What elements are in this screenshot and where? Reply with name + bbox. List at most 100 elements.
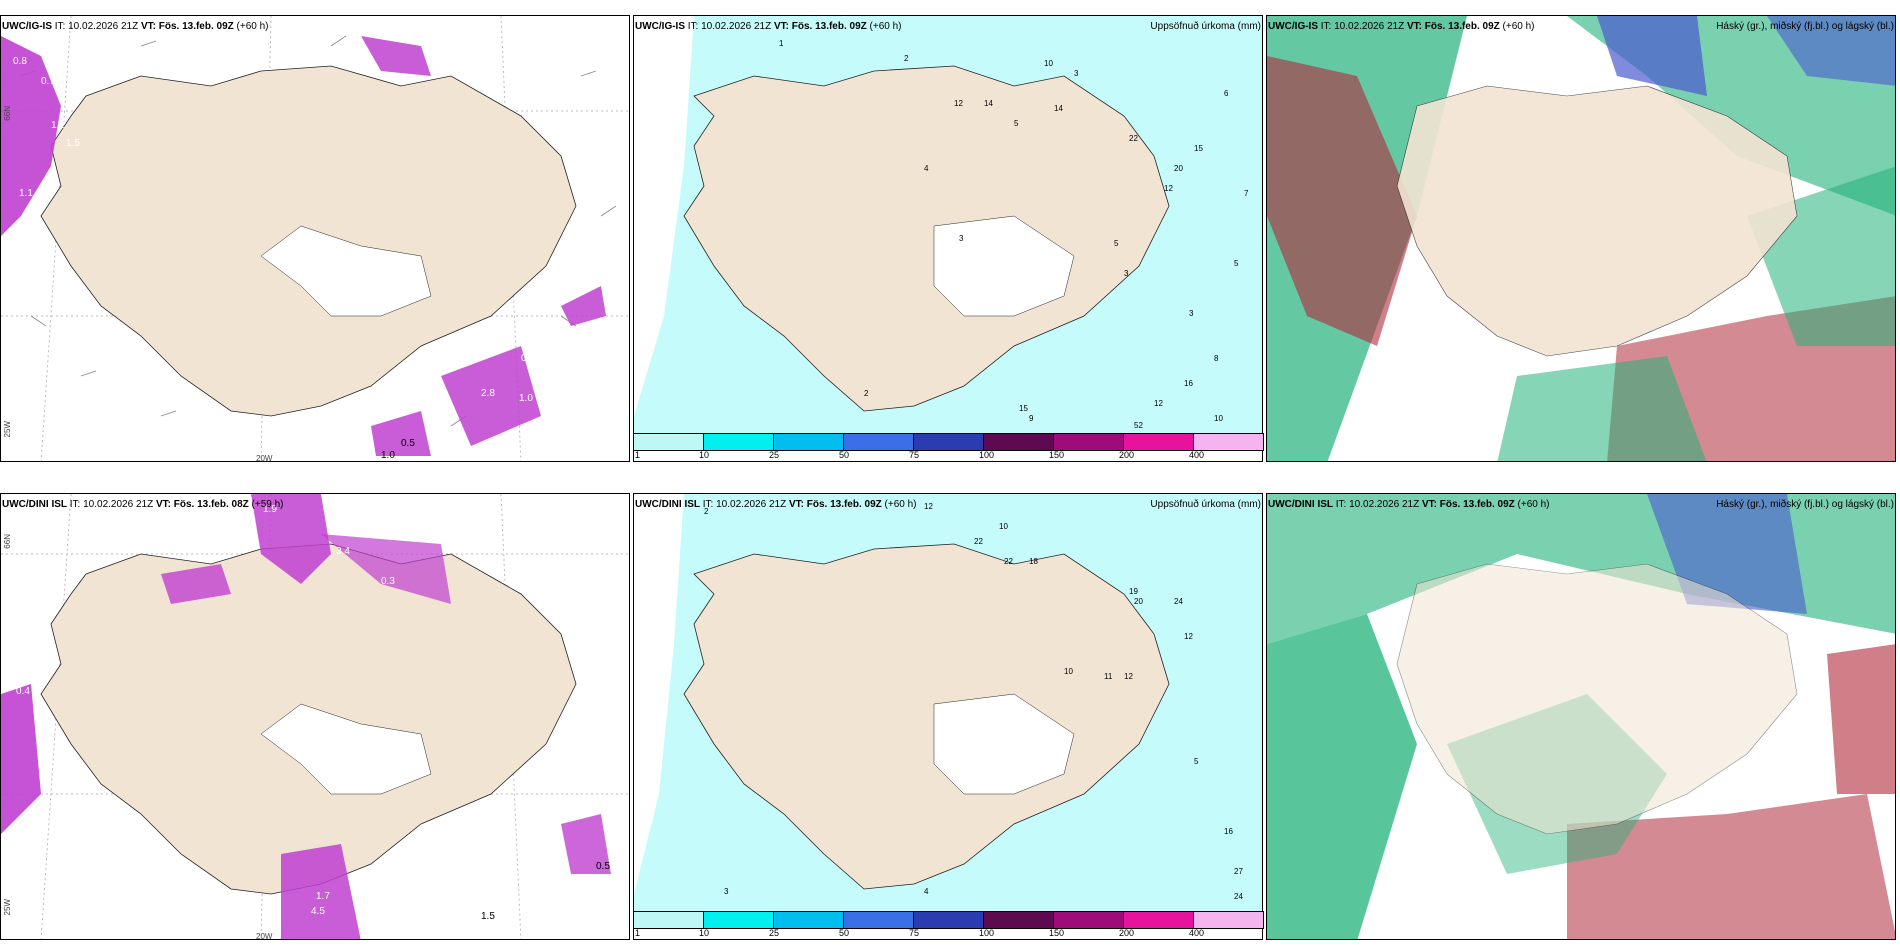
value-label: 0.8 [521,353,535,364]
colorbar-segment [773,433,844,451]
svg-text:4: 4 [924,887,929,896]
panel-dini-precip: 2 12 10 22 22 18 19 20 24 12 5 16 27 24 4 3 11 12 10 [633,493,1263,940]
svg-text:22: 22 [1004,557,1013,566]
colorbar-segment [703,433,774,451]
value-label: 2.8 [481,388,495,399]
colorbar-tick-label: 50 [839,450,850,460]
svg-text:2: 2 [904,54,909,63]
svg-text:10: 10 [999,522,1008,531]
panel-title-6: UWC/DINI ISL IT: 10.02.2026 21Z VT: Fös.… [1266,497,1896,513]
svg-text:7: 7 [1244,189,1249,198]
colorbar-tick-label: 200 [1119,450,1135,460]
colorbar-tick-label: 75 [909,450,920,460]
svg-text:12: 12 [954,99,963,108]
svg-text:12: 12 [1124,672,1133,681]
value-label: 0.7 [41,76,55,87]
colorbar-tick-label: 400 [1189,450,1205,460]
svg-text:14: 14 [1054,104,1063,113]
svg-text:20: 20 [1174,164,1183,173]
colorbar-segment [633,433,704,451]
svg-text:0.3: 0.3 [381,576,395,587]
panel-title-2: UWC/IG-IS IT: 10.02.2026 21Z VT: Fös. 13… [633,19,1263,35]
model-name: UWC/IG-IS [635,21,685,32]
model-name: UWC/IG-IS [1268,21,1318,32]
colorbar-tick-label: 100 [979,450,995,460]
svg-text:15: 15 [1194,144,1203,153]
panel-ig-is-wind: 0.8 0.7 1.2 1.5 1.1 1.0 2.8 0.8 0.5 1.0 … [0,15,630,462]
model-name: UWC/DINI ISL [1268,499,1333,510]
value-label: 0.8 [13,56,27,67]
colorbar-tick-label: 1 [635,450,641,460]
svg-text:14: 14 [984,99,993,108]
lon-label: 20W [256,932,273,940]
svg-text:3: 3 [1074,69,1079,78]
panel-dini-wind: 1.9 3.4 0.4 4.5 1.7 0.3 0.5 1.5 66N 25W 20W [0,493,630,940]
panel-ig-is-clouds [1266,15,1896,462]
svg-text:22: 22 [974,537,983,546]
svg-text:1: 1 [779,39,784,48]
svg-text:3: 3 [959,234,964,243]
panel-title-4: UWC/DINI ISL IT: 10.02.2026 21Z VT: Fös.… [2,499,284,510]
colorbar-tick-label: 10 [699,928,710,938]
colorbar-tick-label: 25 [769,450,780,460]
panel-title-5: UWC/DINI ISL IT: 10.02.2026 21Z VT: Fös.… [633,497,1263,513]
svg-text:27: 27 [1234,867,1243,876]
svg-text:2: 2 [704,507,709,516]
map-ig-is-wind: 0.8 0.7 1.2 1.5 1.1 1.0 2.8 0.8 0.5 1.0 [1,16,629,461]
value-label: 1.1 [19,188,33,199]
svg-text:9: 9 [1029,414,1034,423]
panel-title-3: UWC/IG-IS IT: 10.02.2026 21Z VT: Fös. 13… [1266,19,1896,35]
svg-text:5: 5 [1194,757,1199,766]
colorbar-tick-label: 100 [979,928,995,938]
svg-text:5: 5 [1114,239,1119,248]
svg-text:1.7: 1.7 [316,891,330,902]
colorbar-tick-label: 200 [1119,928,1135,938]
panel-dini-clouds [1266,493,1896,940]
svg-text:10: 10 [1044,59,1053,68]
svg-text:0.4: 0.4 [16,686,30,697]
colorbar-segment [633,911,704,929]
model-name: UWC/DINI ISL [635,499,700,510]
svg-text:22: 22 [1129,134,1138,143]
svg-text:19: 19 [1129,587,1138,596]
colorbar-segment [773,911,844,929]
colorbar-segment [1053,911,1124,929]
lon-label: 20W [256,454,273,462]
colorbar-tick-label: 25 [769,928,780,938]
colorbar-segment [843,911,914,929]
field-name: Uppsöfnuð úrkoma (mm) [1150,499,1261,510]
panel-title-1: UWC/IG-IS IT: 10.02.2026 21Z VT: Fös. 13… [2,21,269,32]
colorbar-tick-label: 1 [635,928,641,938]
svg-text:3: 3 [724,887,729,896]
colorbar-segment [983,433,1054,451]
svg-text:10: 10 [1214,414,1223,423]
svg-text:10: 10 [1064,667,1073,676]
svg-text:18: 18 [1029,557,1038,566]
colorbar-tick-label: 150 [1049,928,1065,938]
value-label: 1.0 [381,450,395,461]
colorbar-segment [1193,433,1264,451]
colorbar-segment [843,433,914,451]
field-name: Háský (gr.), miðský (fj.bl.) og lágský (… [1716,21,1894,32]
map-ig-is-clouds [1267,16,1895,461]
colorbar-tick-label: 10 [699,450,710,460]
svg-text:12: 12 [1184,632,1193,641]
lat-label: 66N [3,106,12,121]
svg-text:52: 52 [1134,421,1143,430]
svg-text:15: 15 [1019,404,1028,413]
colorbar-segment [1053,433,1124,451]
colorbar-tick-label: 75 [909,928,920,938]
svg-text:16: 16 [1224,827,1233,836]
colorbar-bottom: 1 10 25 50 75 100 150 200 400 [633,911,1264,938]
lat-label: 66N [3,534,12,549]
svg-text:8: 8 [1214,354,1219,363]
colorbar-tick-label: 50 [839,928,850,938]
field-name: Háský (gr.), miðský (fj.bl.) og lágský (… [1716,499,1894,510]
value-label: 0.5 [401,438,415,449]
colorbar-top: 1 10 25 50 75 100 150 200 400 [633,433,1264,460]
svg-text:12: 12 [1164,184,1173,193]
colorbar-segment [983,911,1054,929]
svg-text:3: 3 [1124,269,1129,278]
